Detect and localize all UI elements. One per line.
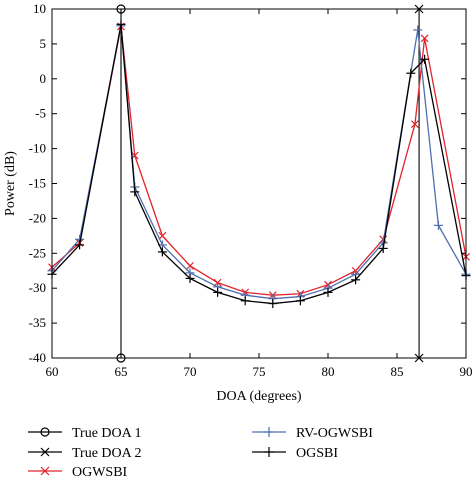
legend-swatch-marker: [264, 427, 274, 437]
series-ogsbi-line: [51, 24, 467, 305]
x-tick-label: 90: [460, 364, 473, 379]
y-tick-label: -10: [29, 141, 46, 156]
y-tick-label: -40: [29, 350, 46, 365]
y-tick-label: -25: [29, 245, 46, 260]
series-ogsbi-point: [351, 275, 361, 285]
legend-item-true-doa-1: True DOA 1: [28, 426, 142, 441]
legend-item-rv-ogwsbi: RV-OGWSBI: [252, 426, 373, 441]
series-ogsbi-point: [240, 296, 250, 306]
legend-label: RV-OGWSBI: [296, 426, 373, 441]
series-ogsbi-point: [406, 68, 416, 78]
x-tick-label: 60: [46, 364, 59, 379]
axes: 60 65 70 75 80 85 90 10 5 0 -5 -10 -15 -20 -25 -30 -35 -4…: [29, 1, 473, 379]
legend-item-true-doa-2: True DOA 2: [28, 446, 142, 461]
series-ogsbi-point: [157, 247, 167, 257]
y-tick-label: -20: [29, 210, 46, 225]
series-ogsbi-point: [295, 296, 305, 306]
series-ogsbi-point: [130, 187, 140, 197]
series-rv-ogwsbi-point: [413, 25, 423, 35]
x-tick-label: 65: [115, 364, 128, 379]
series-ogwsbi-line: [51, 26, 467, 296]
legend-swatch-marker: [40, 466, 50, 476]
series-ogsbi-point: [185, 273, 195, 283]
series-ogsbi-point: [378, 243, 388, 253]
legend-swatch-marker: [264, 447, 274, 457]
series-ogsbi-point: [420, 54, 430, 64]
plot-area: [47, 4, 471, 363]
y-tick-label: -30: [29, 280, 46, 295]
y-tick-label: 0: [40, 71, 47, 86]
series-ogwsbi-point: [420, 34, 429, 43]
legend-item-ogwsbi: OGWSBI: [28, 465, 128, 480]
legend-label: OGWSBI: [72, 465, 128, 480]
series-ogsbi-point: [213, 287, 223, 297]
series-ogwsbi-point: [158, 231, 167, 240]
series-ogsbi-point: [323, 287, 333, 297]
x-tick-label: 80: [322, 364, 335, 379]
x-tick-label: 75: [253, 364, 266, 379]
legend: True DOA 1 True DOA 2 OGWSBI RV-OGWSBI OGSBI: [28, 426, 373, 480]
y-axis-label: Power (dB): [3, 151, 18, 216]
y-tick-label: -15: [29, 176, 46, 191]
series-ogwsbi-point: [186, 261, 194, 270]
series-rv-ogwsbi-point: [433, 220, 443, 230]
y-tick-label: -35: [29, 315, 46, 330]
y-tick-label: 5: [40, 36, 47, 51]
y-tick-label: 10: [33, 1, 46, 16]
x-tick-label: 70: [184, 364, 197, 379]
legend-label: OGSBI: [296, 446, 338, 461]
x-tick-label: 85: [391, 364, 404, 379]
series-ogsbi-point: [116, 19, 126, 29]
legend-label: True DOA 1: [72, 426, 142, 441]
x-axis-label: DOA (degrees): [216, 389, 301, 404]
y-tick-label: -5: [35, 106, 46, 121]
series-ogwsbi-point: [411, 120, 419, 129]
legend-item-ogsbi: OGSBI: [252, 446, 338, 461]
series-ogsbi-point: [268, 299, 278, 309]
legend-label: True DOA 2: [72, 446, 142, 461]
series-ogsbi-point: [75, 240, 85, 250]
legend-swatch-marker: [40, 427, 50, 437]
legend-swatch-marker: [40, 447, 50, 457]
